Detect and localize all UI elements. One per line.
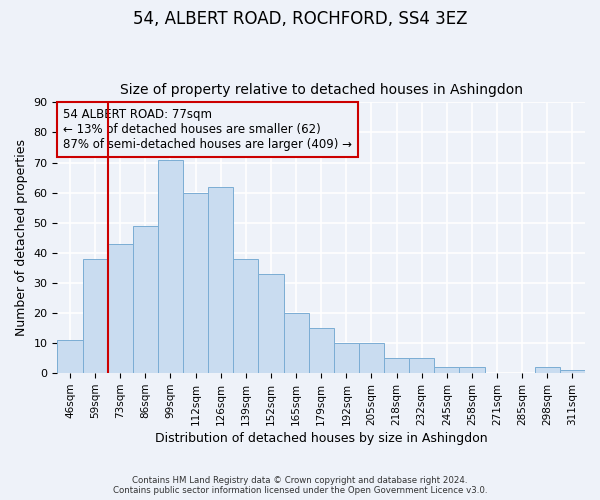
Bar	[259, 274, 284, 373]
Bar	[183, 192, 208, 373]
Bar	[58, 340, 83, 373]
Bar	[409, 358, 434, 373]
Bar	[208, 186, 233, 373]
Text: Contains HM Land Registry data © Crown copyright and database right 2024.
Contai: Contains HM Land Registry data © Crown c…	[113, 476, 487, 495]
X-axis label: Distribution of detached houses by size in Ashingdon: Distribution of detached houses by size …	[155, 432, 488, 445]
Bar	[83, 259, 107, 373]
Bar	[560, 370, 585, 373]
Bar	[158, 160, 183, 373]
Bar	[308, 328, 334, 373]
Bar	[359, 343, 384, 373]
Text: 54 ALBERT ROAD: 77sqm
← 13% of detached houses are smaller (62)
87% of semi-deta: 54 ALBERT ROAD: 77sqm ← 13% of detached …	[62, 108, 352, 151]
Bar	[460, 367, 485, 373]
Bar	[434, 367, 460, 373]
Bar	[233, 259, 259, 373]
Bar	[133, 226, 158, 373]
Text: 54, ALBERT ROAD, ROCHFORD, SS4 3EZ: 54, ALBERT ROAD, ROCHFORD, SS4 3EZ	[133, 10, 467, 28]
Bar	[284, 313, 308, 373]
Bar	[535, 367, 560, 373]
Bar	[334, 343, 359, 373]
Y-axis label: Number of detached properties: Number of detached properties	[15, 140, 28, 336]
Bar	[107, 244, 133, 373]
Bar	[384, 358, 409, 373]
Title: Size of property relative to detached houses in Ashingdon: Size of property relative to detached ho…	[120, 83, 523, 97]
